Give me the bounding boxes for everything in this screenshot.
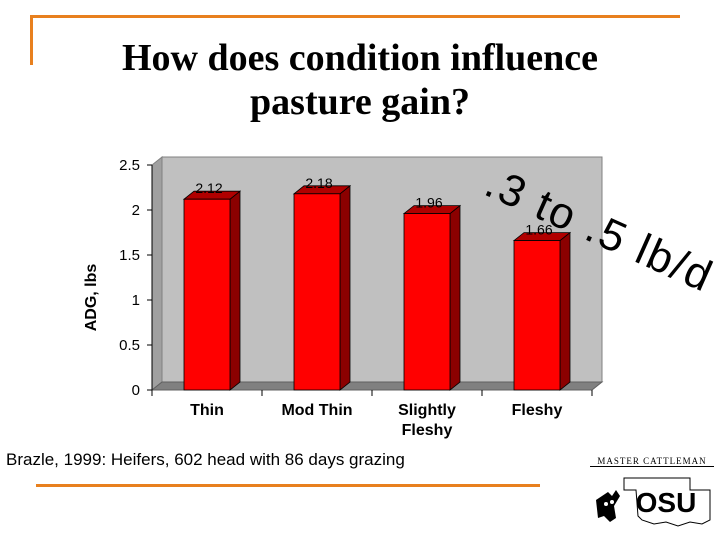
bar-side: [449, 204, 461, 391]
y-tick-label: 2: [132, 202, 140, 219]
bar-side: [229, 190, 241, 391]
data-label: 1.66: [525, 222, 552, 238]
y-tick-label: 1.5: [119, 247, 140, 264]
bar-side: [339, 184, 351, 391]
data-label: 2.18: [305, 175, 332, 191]
frame-top-line: [30, 15, 680, 18]
data-label: 1.96: [415, 195, 442, 211]
slide-title: How does condition influence pasture gai…: [121, 37, 599, 123]
source-note: Brazle, 1999: Heifers, 602 head with 86 …: [6, 450, 405, 469]
chart-side-wall: [151, 155, 163, 392]
x-tick-label: Thin: [190, 402, 224, 419]
frame-bottom-line: [36, 484, 540, 487]
logo-text: MASTER CATTLEMAN: [590, 456, 714, 467]
y-axis-label: ADG, lbs: [83, 264, 100, 332]
y-tick-label: 2.5: [119, 157, 140, 174]
bar: [183, 198, 231, 391]
y-tick-label: 0.5: [119, 337, 140, 354]
oklahoma-state-outline-icon: [623, 477, 711, 527]
master-cattleman-logo: MASTER CATTLEMAN OSU: [590, 456, 714, 536]
bar-side: [559, 231, 571, 391]
y-tick-label: 1: [132, 292, 140, 309]
bar: [403, 213, 451, 391]
logo-letters: OSU: [636, 487, 697, 518]
bar: [293, 193, 341, 391]
x-tick-label: Fleshy: [512, 402, 563, 419]
y-tick-label: 0: [132, 382, 140, 399]
frame-left-line: [30, 15, 33, 65]
x-tick-label: Fleshy: [402, 422, 453, 439]
x-tick-label: Slightly: [398, 402, 456, 419]
x-tick-label: Mod Thin: [281, 402, 352, 419]
cow-icon: [596, 490, 620, 522]
data-label: 2.12: [195, 180, 222, 196]
bar: [513, 240, 561, 391]
